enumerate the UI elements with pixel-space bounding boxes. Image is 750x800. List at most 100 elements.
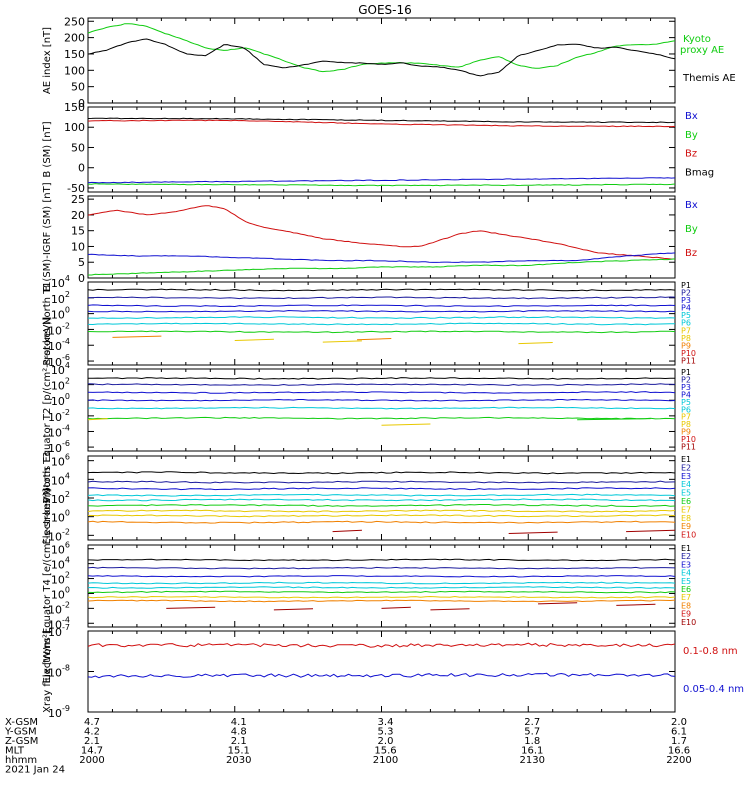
panel-frame — [87, 17, 676, 104]
y-tick-label: 100 — [64, 121, 85, 134]
ephemeris-value: 6.1 — [671, 727, 687, 738]
panel-3: 0 5 10 15 20 25 B (SM)-IGRF (SM) [nT] Bx By Bz — [42, 182, 698, 291]
y-tick-exponent: -8 — [62, 664, 70, 673]
y-tick-exponent: 2 — [65, 490, 70, 499]
ephemeris-value: 2200 — [666, 755, 691, 766]
channel-line-p1 — [87, 288, 676, 292]
ephemeris-value: 15.6 — [374, 746, 396, 757]
y-tick-label: 100 — [51, 306, 70, 322]
y-tick-exponent: 0 — [65, 509, 70, 518]
channel-line-e4 — [87, 581, 676, 585]
channel-label-e6: E6 — [681, 497, 691, 506]
legend-entry: Bmag — [685, 167, 714, 178]
channel-label-p1: P1 — [681, 281, 691, 290]
y-tick-exponent: -4 — [62, 423, 70, 432]
channel-line-e6 — [87, 504, 676, 507]
channel-label-e1: E1 — [681, 544, 691, 553]
ephemeris-row-label: X-GSM — [5, 717, 38, 728]
y-axis-label: Electrons North T3 — [42, 451, 53, 544]
ephemeris-value: 1.8 — [524, 736, 540, 747]
y-tick-label: 25 — [71, 193, 85, 206]
channel-label-e2: E2 — [681, 552, 691, 561]
y-tick-exponent: 4 — [65, 274, 70, 283]
channel-line-p5 — [88, 316, 676, 319]
channel-label-e9: E9 — [681, 522, 691, 531]
legend-entry: 0.1-0.8 nm — [683, 646, 738, 657]
ephemeris-value: 5.7 — [524, 727, 540, 738]
y-tick-label: 100 — [64, 64, 85, 77]
legend-entry: By — [685, 224, 698, 235]
y-tick-label: 10 — [71, 240, 85, 253]
channel-line-e9 — [87, 520, 676, 524]
channel-label-e2: E2 — [681, 463, 691, 472]
y-tick-label: 100 — [51, 392, 70, 408]
legend-entry: Themis AE — [682, 73, 736, 84]
channel-label-e8: E8 — [681, 514, 691, 523]
ephemeris-row-label: Y-GSM — [4, 727, 37, 738]
y-tick-exponent: 6 — [65, 453, 70, 462]
legend-entry: proxy AE — [680, 45, 724, 56]
ephemeris-value: 2.1 — [84, 736, 100, 747]
channel-label-e9: E9 — [681, 610, 691, 619]
channel-line-e4 — [87, 493, 676, 497]
y-tick-exponent: 6 — [65, 541, 70, 550]
y-tick-label: 104 — [51, 471, 70, 487]
y-tick-label: 0 — [78, 97, 85, 110]
y-tick-exponent: -6 — [62, 439, 70, 448]
y-tick-label: 106 — [51, 541, 70, 557]
ephemeris-value: 2.7 — [524, 717, 540, 728]
channel-line-p4 — [87, 309, 676, 313]
y-tick-label: 0 — [78, 162, 85, 175]
channel-label-e4: E4 — [681, 569, 691, 578]
panel-frame — [87, 544, 676, 628]
channel-label-e6: E6 — [681, 585, 691, 594]
channel-label-p6: P6 — [681, 319, 691, 328]
channel-label-p2: P2 — [681, 375, 691, 384]
channel-label-e10: E10 — [681, 618, 696, 627]
channel-label-p5: P5 — [681, 398, 691, 407]
series-line-0-05-0-4-nm — [87, 672, 676, 679]
y-tick-label: 20 — [71, 209, 85, 222]
channel-line-p3 — [87, 304, 676, 308]
y-axis-label: Xray flux [W/m²] — [42, 630, 53, 713]
y-tick-label: 102 — [51, 571, 70, 587]
y-tick-exponent: 0 — [65, 306, 70, 315]
channel-label-e7: E7 — [681, 505, 691, 514]
channel-label-p5: P5 — [681, 311, 691, 320]
y-tick-label: 102 — [51, 377, 70, 393]
ephemeris-value: 2.0 — [671, 717, 687, 728]
y-axis-label: Protons Equator T2 [p/(cm²-s-sr-keV)] — [42, 317, 53, 504]
channel-label-p11: P11 — [681, 443, 696, 452]
channel-label-e10: E10 — [681, 531, 696, 540]
channel-fragment — [381, 606, 411, 609]
channel-line-p2 — [87, 383, 676, 386]
ephemeris-value: 16.1 — [521, 746, 543, 757]
y-tick-label: 104 — [51, 361, 70, 377]
channel-label-e7: E7 — [681, 593, 691, 602]
y-tick-exponent: 2 — [65, 571, 70, 580]
y-tick-label: -50 — [67, 182, 85, 195]
ephemeris-date: 2021 Jan 24 — [5, 765, 65, 776]
channel-fragment — [87, 418, 108, 421]
legend-entry: Kyoto — [683, 34, 711, 45]
ephemeris-value: 1.7 — [671, 736, 687, 747]
y-tick-label: 100 — [51, 509, 70, 525]
legend-entry: 0.05-0.4 nm — [683, 684, 744, 695]
y-tick-exponent: -2 — [62, 527, 70, 536]
y-tick-exponent: -2 — [62, 321, 70, 330]
panel-frame — [87, 368, 676, 452]
channel-label-p3: P3 — [681, 296, 691, 305]
channel-label-p3: P3 — [681, 383, 691, 392]
series-line-bz — [87, 205, 675, 260]
channel-line-e7 — [87, 509, 676, 513]
channel-line-p4 — [87, 398, 676, 402]
channel-label-e3: E3 — [681, 472, 691, 481]
channel-label-p4: P4 — [681, 304, 691, 313]
channel-line-e2 — [87, 566, 676, 570]
legend-entry: Bz — [685, 149, 697, 160]
series-line-by — [87, 183, 676, 187]
